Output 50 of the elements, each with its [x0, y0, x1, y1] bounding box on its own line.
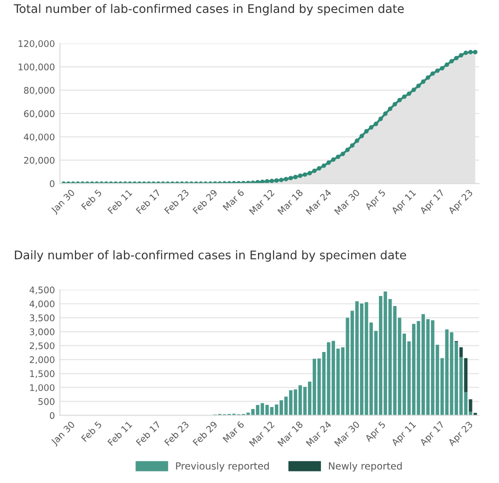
y-tick-label: 4,500: [30, 286, 54, 294]
x-tick-label: Feb 11: [107, 188, 132, 214]
x-tick-label: Mar 24: [306, 188, 332, 215]
y-tick-label: 0: [50, 412, 54, 419]
x-tick-label: Mar 18: [277, 420, 304, 447]
y-tick-label: 120,000: [18, 40, 54, 48]
x-tick-label: Apr 17: [419, 189, 446, 216]
legend-label: Previously reported: [176, 462, 269, 472]
x-tick-label: Mar 30: [334, 188, 360, 215]
x-tick-label: Mar 12: [248, 420, 275, 447]
x-tick-label: Mar 24: [306, 420, 332, 447]
chart-title: Daily number of lab-confirmed cases in England by specimen date: [14, 250, 406, 262]
x-tick-label: Feb 5: [80, 420, 102, 442]
y-tick-label: 40,000: [24, 134, 54, 142]
x-tick-label: Mar 18: [277, 188, 304, 215]
x-tick-label: Apr 17: [419, 420, 446, 448]
y-tick-label: 1,000: [30, 384, 54, 392]
x-tick-label: Mar 6: [222, 420, 244, 443]
x-tick-label: Apr 11: [390, 189, 418, 216]
y-tick-label: 3,500: [30, 314, 54, 322]
y-tick-label: 2,500: [30, 342, 54, 350]
x-tick-label: Apr 23: [448, 420, 474, 448]
y-tick-label: 1,500: [30, 370, 54, 378]
x-tick-label: Mar 12: [248, 189, 275, 215]
y-tick-label: 2,000: [30, 356, 54, 364]
y-tick-label: 100,000: [18, 64, 54, 72]
x-tick-label: Feb 17: [136, 420, 161, 446]
x-tick-label: Feb 29: [192, 188, 218, 214]
x-tick-label: Jan 30: [50, 188, 76, 215]
x-tick-label: Feb 23: [164, 188, 190, 214]
y-tick-label: 60,000: [24, 110, 54, 118]
y-tick-label: 80,000: [24, 86, 54, 95]
x-tick-label: Mar 30: [334, 420, 360, 447]
chart-title: Total number of lab-confirmed cases in England by specimen date: [14, 4, 404, 16]
x-tick-label: Feb 17: [136, 188, 161, 214]
x-tick-label: Feb 11: [107, 420, 132, 446]
y-tick-label: 4,000: [30, 300, 54, 308]
y-tick-label: 20,000: [24, 156, 54, 165]
y-tick-label: 500: [38, 398, 54, 405]
x-tick-label: Jan 30: [50, 420, 76, 447]
x-tick-label: Feb 5: [80, 188, 102, 210]
y-tick-label: 0: [50, 180, 54, 188]
x-tick-label: Feb 29: [192, 420, 218, 446]
x-tick-label: Feb 23: [164, 420, 190, 446]
x-tick-label: Apr 23: [448, 189, 474, 216]
x-tick-label: Apr 11: [390, 421, 418, 448]
y-tick-label: 3,000: [30, 328, 54, 336]
legend-label: Newly reported: [328, 462, 402, 472]
x-tick-label: Apr 5: [364, 189, 388, 212]
x-tick-label: Apr 5: [364, 420, 388, 444]
